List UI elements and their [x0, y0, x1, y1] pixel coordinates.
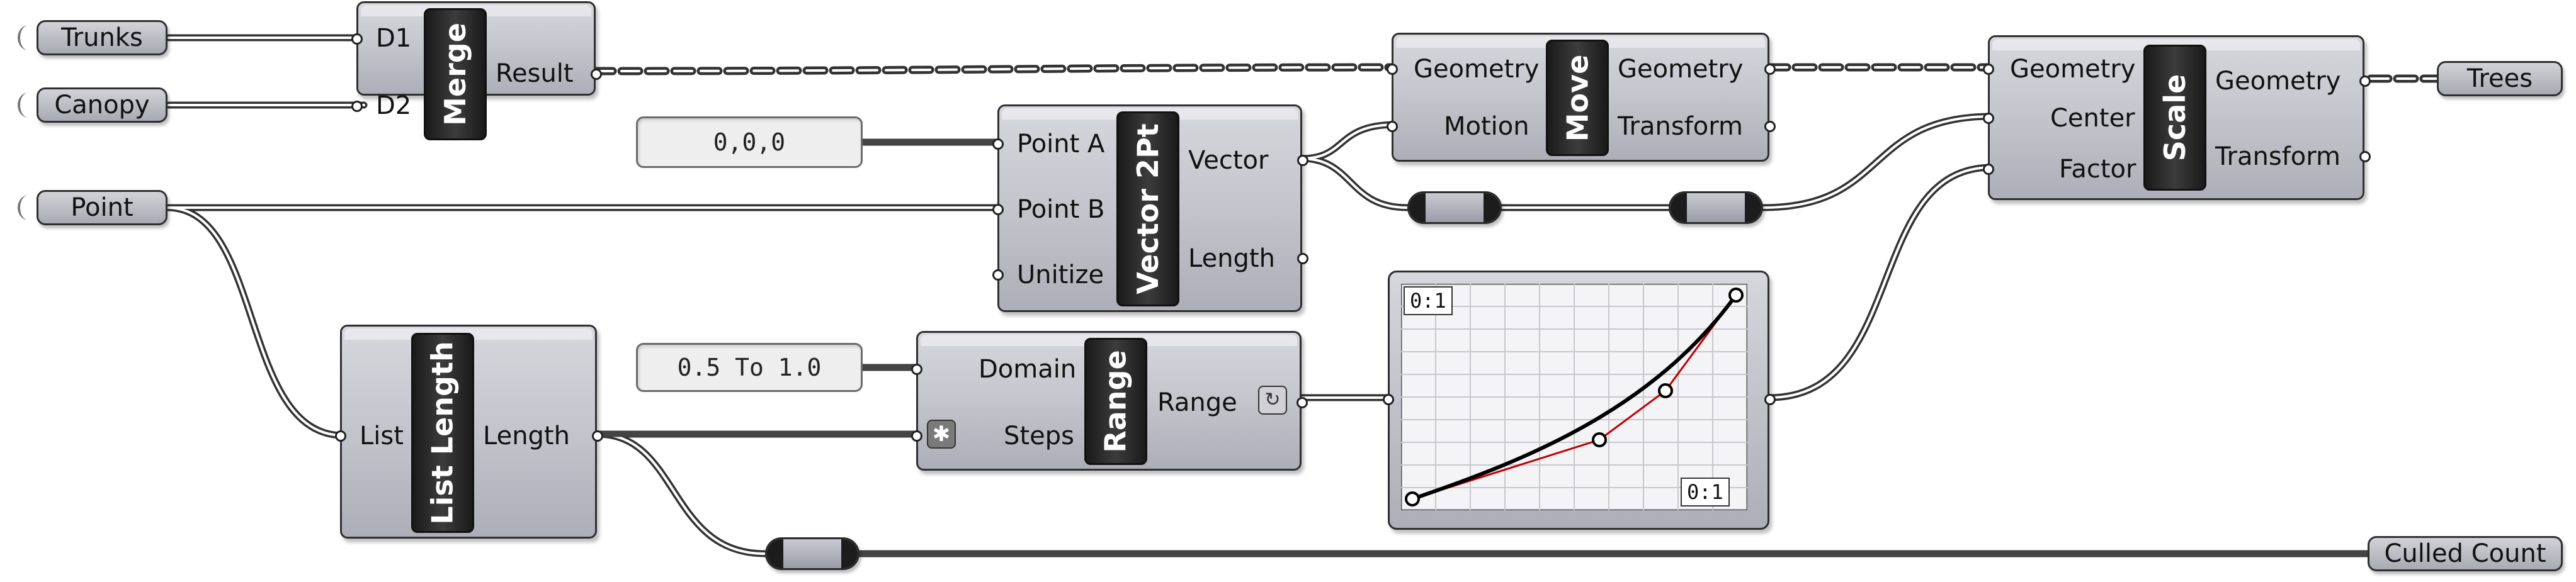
list-length-component[interactable]: List List Length Length — [335, 325, 603, 539]
move-component[interactable]: Geometry Motion Move Geometry Transform — [1387, 33, 1776, 162]
scale-input-center-pin[interactable] — [1983, 113, 1994, 124]
merge-input-d2-pin[interactable] — [351, 101, 363, 112]
vector2pt-input-pointa-pin[interactable] — [992, 138, 1004, 150]
scale-output-transform: Transform — [2215, 142, 2341, 171]
range-nickname: Range — [1084, 338, 1147, 465]
trunks-param[interactable]: Trunks — [37, 20, 167, 55]
scale-input-geometry-pin[interactable] — [1983, 64, 1994, 75]
scale-output-transform-pin[interactable] — [2359, 151, 2371, 162]
move-nickname: Move — [1546, 40, 1609, 156]
move-output-geometry: Geometry — [1618, 55, 1744, 84]
merge-input-d1: D1 — [376, 24, 412, 53]
merge-input-d2: D2 — [376, 91, 412, 120]
scale-input-factor: Factor — [2059, 155, 2136, 184]
vector2pt-output-vector-pin[interactable] — [1297, 155, 1308, 166]
scale-input-factor-pin[interactable] — [1983, 164, 1994, 175]
origin-panel[interactable]: 0,0,0 — [636, 116, 863, 168]
wire-length-relay3 — [593, 430, 769, 557]
range-component[interactable]: Domain ✱ Steps Range Range ↻ — [911, 331, 1308, 471]
scale-output-geometry-pin[interactable] — [2359, 76, 2371, 87]
move-input-motion-pin[interactable] — [1387, 121, 1398, 132]
graph-point — [1728, 288, 1744, 303]
vector2pt-component[interactable]: Point A Point B Unitize Vector 2Pt Vecto… — [992, 104, 1308, 312]
graph-point — [1405, 491, 1420, 506]
point-param[interactable]: Point — [37, 190, 167, 225]
graph-label-bottom: 0:1 — [1681, 478, 1730, 506]
graph-curve — [1412, 294, 1738, 501]
vector2pt-input-unitize: Unitize — [1017, 260, 1104, 289]
vector2pt-output-length-pin[interactable] — [1297, 253, 1308, 264]
merge-input-d1-pin[interactable] — [351, 33, 363, 45]
graph-output-pin[interactable] — [1764, 394, 1776, 405]
wireless-icon — [18, 195, 39, 220]
move-output-transform: Transform — [1618, 112, 1743, 141]
move-input-geometry-pin[interactable] — [1387, 64, 1398, 75]
vector2pt-output-length: Length — [1188, 244, 1275, 273]
graph-mapper-component[interactable]: 0:1 0:1 — [1383, 271, 1776, 530]
wire-vector-relay1 — [1298, 155, 1411, 211]
move-input-geometry: Geometry — [1414, 55, 1540, 84]
merge-nickname: Merge — [424, 8, 487, 140]
range-input-domain: Domain — [979, 355, 1077, 384]
wireless-icon — [18, 92, 39, 118]
range-output-range: Range — [1157, 388, 1237, 417]
vector2pt-input-pointb-pin[interactable] — [992, 204, 1004, 215]
range-input-steps: Steps — [1004, 422, 1074, 450]
graph-point — [1592, 432, 1607, 447]
culled-count-param[interactable]: Culled Count — [2368, 536, 2563, 571]
list-length-nickname: List Length — [411, 333, 474, 533]
graph-label-top: 0:1 — [1404, 286, 1453, 315]
vector2pt-output-vector: Vector — [1188, 146, 1269, 175]
scale-input-geometry: Geometry — [2010, 55, 2136, 84]
vector2pt-nickname: Vector 2Pt — [1116, 111, 1179, 306]
list-length-input-list: List — [360, 422, 404, 450]
graph-input-pin[interactable] — [1383, 394, 1394, 405]
range-input-steps-pin[interactable] — [911, 430, 922, 442]
scale-nickname: Scale — [2143, 45, 2206, 191]
trees-param[interactable]: Trees — [2437, 61, 2563, 96]
domain-panel[interactable]: 0.5 To 1.0 — [636, 343, 863, 392]
canopy-param[interactable]: Canopy — [37, 87, 167, 123]
range-output-range-pin[interactable] — [1297, 397, 1308, 408]
relay-1[interactable] — [1407, 191, 1502, 224]
graph-control-polyline — [1412, 294, 1737, 500]
vector2pt-input-pointa: Point A — [1017, 130, 1105, 159]
list-length-output-length-pin[interactable] — [592, 430, 603, 442]
move-output-geometry-pin[interactable] — [1764, 64, 1776, 75]
asterisk-icon: ✱ — [927, 420, 956, 449]
list-length-input-list-pin[interactable] — [335, 430, 346, 442]
wire-vector-motion — [1298, 121, 1400, 162]
merge-output-result: Result — [496, 59, 574, 88]
graph-point — [1658, 383, 1673, 398]
refresh-icon: ↻ — [1258, 386, 1287, 415]
wire-point-list — [163, 204, 347, 439]
merge-component[interactable]: D1 D2 Merge Result — [351, 1, 602, 140]
vector2pt-input-pointb: Point B — [1017, 195, 1105, 224]
graph-canvas[interactable] — [1401, 284, 1747, 510]
list-length-output-length: Length — [483, 422, 570, 450]
relay-2[interactable] — [1669, 191, 1763, 224]
relay-3[interactable] — [765, 537, 860, 570]
range-input-domain-pin[interactable] — [911, 364, 922, 375]
move-input-motion: Motion — [1444, 112, 1529, 141]
merge-output-result-pin[interactable] — [591, 69, 602, 80]
scale-component[interactable]: Geometry Center Factor Scale Geometry Tr… — [1983, 35, 2371, 200]
move-output-transform-pin[interactable] — [1764, 121, 1776, 132]
vector2pt-input-unitize-pin[interactable] — [992, 269, 1004, 281]
wireless-icon — [18, 25, 39, 50]
scale-output-geometry: Geometry — [2215, 67, 2341, 96]
scale-input-center: Center — [2050, 104, 2135, 133]
